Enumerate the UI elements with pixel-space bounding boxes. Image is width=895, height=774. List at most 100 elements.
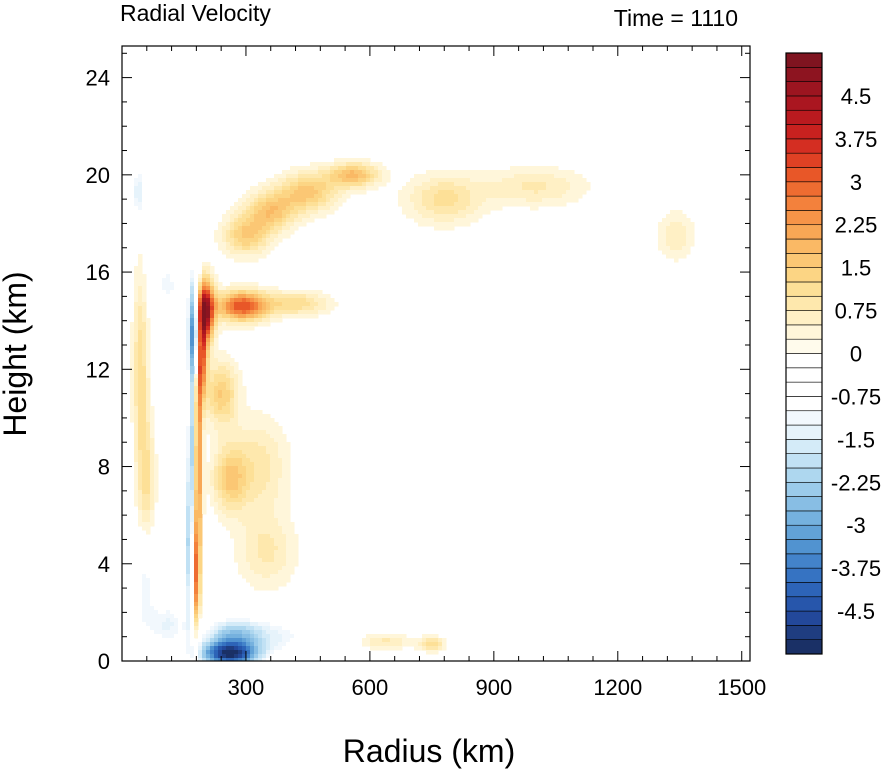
velocity-cell xyxy=(170,618,175,623)
velocity-cell xyxy=(210,358,215,363)
velocity-cell xyxy=(214,346,219,351)
velocity-cell xyxy=(146,322,151,327)
velocity-cell xyxy=(138,402,143,407)
velocity-cell xyxy=(414,210,419,215)
velocity-cell xyxy=(326,166,331,171)
velocity-cell xyxy=(218,390,223,395)
velocity-cell xyxy=(666,222,671,227)
velocity-cell xyxy=(222,654,227,659)
velocity-cell xyxy=(150,638,155,643)
velocity-cell xyxy=(290,174,295,179)
velocity-cell xyxy=(234,410,239,415)
velocity-cell xyxy=(266,286,271,291)
velocity-cell xyxy=(482,538,487,543)
velocity-cell xyxy=(134,450,139,455)
velocity-cell xyxy=(214,622,219,627)
velocity-cell xyxy=(202,630,207,635)
velocity-cell xyxy=(194,498,199,503)
velocity-cell xyxy=(258,522,263,527)
velocity-cell xyxy=(258,438,263,443)
velocity-cell xyxy=(238,474,243,479)
velocity-cell xyxy=(226,634,231,639)
velocity-cell xyxy=(258,222,263,227)
velocity-cell xyxy=(154,650,159,655)
velocity-cell xyxy=(266,482,271,487)
velocity-cell xyxy=(234,534,239,539)
velocity-cell xyxy=(226,314,231,319)
velocity-cell xyxy=(274,426,279,431)
velocity-cell xyxy=(458,222,463,227)
velocity-cell xyxy=(142,510,147,515)
velocity-cell xyxy=(462,206,467,211)
velocity-cell xyxy=(570,178,575,183)
velocity-cell xyxy=(218,438,223,443)
velocity-cell xyxy=(270,546,275,551)
velocity-cell xyxy=(226,646,231,651)
velocity-cell xyxy=(282,654,287,659)
velocity-cell xyxy=(198,298,203,303)
velocity-cell xyxy=(166,286,171,291)
velocity-cell xyxy=(486,534,491,539)
velocity-cell xyxy=(270,562,275,567)
velocity-cell xyxy=(306,218,311,223)
velocity-cell xyxy=(266,566,271,571)
velocity-cell xyxy=(482,526,487,531)
velocity-cell xyxy=(266,578,271,583)
velocity-cell xyxy=(482,174,487,179)
velocity-cell xyxy=(522,202,527,207)
velocity-cell xyxy=(194,650,199,655)
velocity-cell xyxy=(526,170,531,175)
velocity-cell xyxy=(234,370,239,375)
velocity-cell xyxy=(210,622,215,627)
velocity-cell xyxy=(682,246,687,251)
velocity-cell xyxy=(258,482,263,487)
velocity-cell xyxy=(446,534,451,539)
velocity-cell xyxy=(210,266,215,271)
velocity-cell xyxy=(246,570,251,575)
velocity-cell xyxy=(410,202,415,207)
velocity-cell xyxy=(498,198,503,203)
velocity-cell xyxy=(266,302,271,307)
velocity-cell xyxy=(466,170,471,175)
velocity-cell xyxy=(334,182,339,187)
velocity-cell xyxy=(274,538,279,543)
velocity-cell xyxy=(274,446,279,451)
colorbar-swatch xyxy=(785,625,823,640)
velocity-cell xyxy=(262,578,267,583)
velocity-cell xyxy=(230,626,235,631)
velocity-cell xyxy=(430,178,435,183)
velocity-cell xyxy=(478,178,483,183)
velocity-cell xyxy=(210,410,215,415)
velocity-cell xyxy=(438,190,443,195)
velocity-cell xyxy=(154,590,159,595)
velocity-cell xyxy=(198,586,203,591)
velocity-field xyxy=(130,154,695,661)
velocity-cell xyxy=(310,218,315,223)
velocity-cell xyxy=(198,302,203,307)
velocity-cell xyxy=(202,482,207,487)
velocity-cell xyxy=(542,194,547,199)
velocity-cell xyxy=(438,646,443,651)
velocity-cell xyxy=(270,498,275,503)
velocity-cell xyxy=(438,182,443,187)
velocity-cell xyxy=(218,474,223,479)
velocity-cell xyxy=(198,362,203,367)
velocity-cell xyxy=(686,226,691,231)
velocity-cell xyxy=(446,214,451,219)
velocity-cell xyxy=(218,410,223,415)
velocity-cell xyxy=(374,642,379,647)
velocity-cell xyxy=(434,186,439,191)
velocity-cell xyxy=(226,358,231,363)
velocity-cell xyxy=(270,554,275,559)
velocity-cell xyxy=(330,202,335,207)
velocity-cell xyxy=(138,434,143,439)
velocity-cell xyxy=(482,550,487,555)
velocity-cell xyxy=(262,322,267,327)
velocity-cell xyxy=(442,514,447,519)
velocity-cell xyxy=(138,422,143,427)
velocity-cell xyxy=(234,382,239,387)
velocity-cell xyxy=(238,642,243,647)
velocity-cell xyxy=(326,306,331,311)
velocity-cell xyxy=(282,206,287,211)
velocity-cell xyxy=(238,410,243,415)
